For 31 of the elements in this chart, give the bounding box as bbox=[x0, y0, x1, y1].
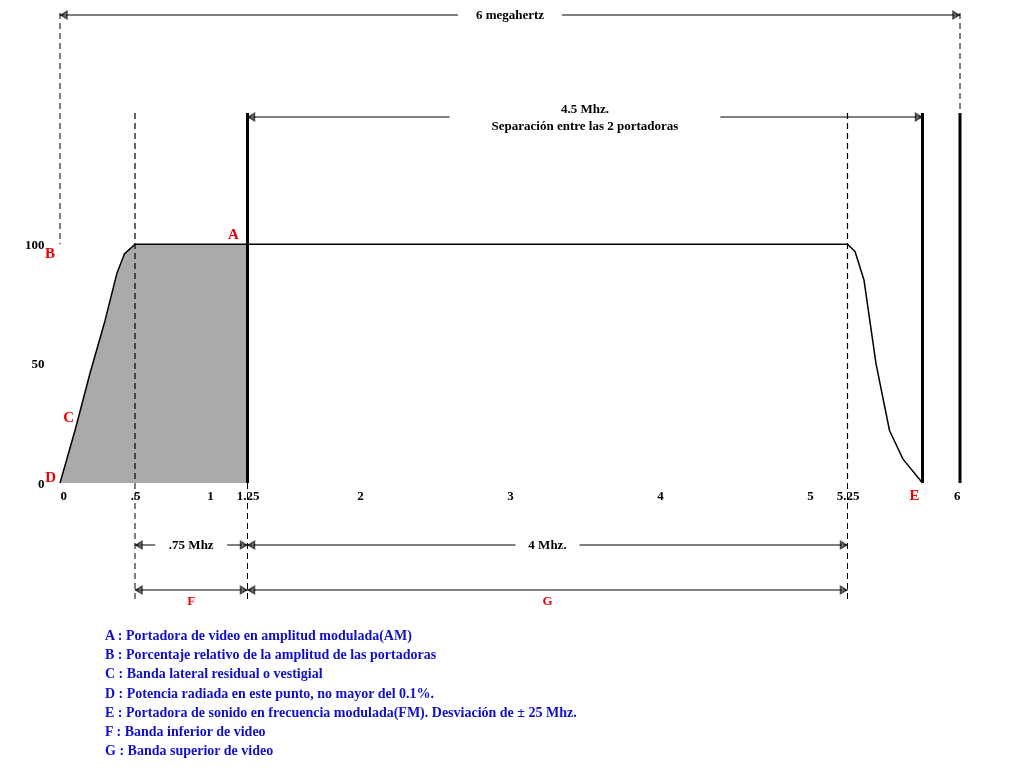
text: 6 megahertz bbox=[475, 7, 545, 22]
text: G : Banda superior de video bbox=[105, 743, 274, 759]
text: B : Porcentaje relativo de la amplitud de las portadoras bbox=[105, 647, 437, 663]
annotation: 4.5 Mhz. Separación entre las 2 portadoras bbox=[491, 101, 679, 133]
text: G bbox=[542, 593, 553, 608]
x-tick-label: 6 bbox=[954, 487, 961, 503]
text: A : Portadora de video en amplitud modulada(AM) bbox=[105, 628, 413, 644]
text: D : Potencia radiada en este punto, no mayor del 0.1%. bbox=[105, 685, 435, 701]
text: B bbox=[44, 245, 55, 261]
x-tick-label: 1 bbox=[207, 487, 214, 503]
annotation: D bbox=[45, 469, 57, 485]
x-tick-label: 0 bbox=[60, 487, 67, 503]
x-tick-label: 2 bbox=[357, 487, 364, 503]
text: F : Banda inferior de video bbox=[105, 724, 266, 739]
text: E : Portadora de sonido en frecuencia modulada(FM). Desviación de ± 25 Mhz. bbox=[105, 704, 577, 721]
annotation: E bbox=[909, 487, 920, 503]
annotation: A bbox=[228, 226, 240, 243]
text: .75 Mhz bbox=[168, 537, 214, 552]
text: 4 Mhz. bbox=[528, 537, 567, 552]
y-tick-label: 100 bbox=[25, 236, 45, 252]
x-tick-label: 4 bbox=[657, 487, 665, 503]
x-tick-label: 1.25 bbox=[236, 487, 260, 503]
y-tick-label: 0 bbox=[38, 475, 45, 491]
x-tick-label: .5 bbox=[130, 487, 141, 503]
annotation: C bbox=[63, 409, 74, 425]
x-tick-label: 5 bbox=[807, 487, 815, 503]
x-tick-label: 5.25 bbox=[836, 487, 860, 503]
text: C : Banda lateral residual o vestigial bbox=[105, 666, 323, 682]
y-tick-label: 50 bbox=[31, 356, 45, 372]
text: F bbox=[187, 593, 196, 608]
x-tick-label: 3 bbox=[507, 487, 515, 503]
